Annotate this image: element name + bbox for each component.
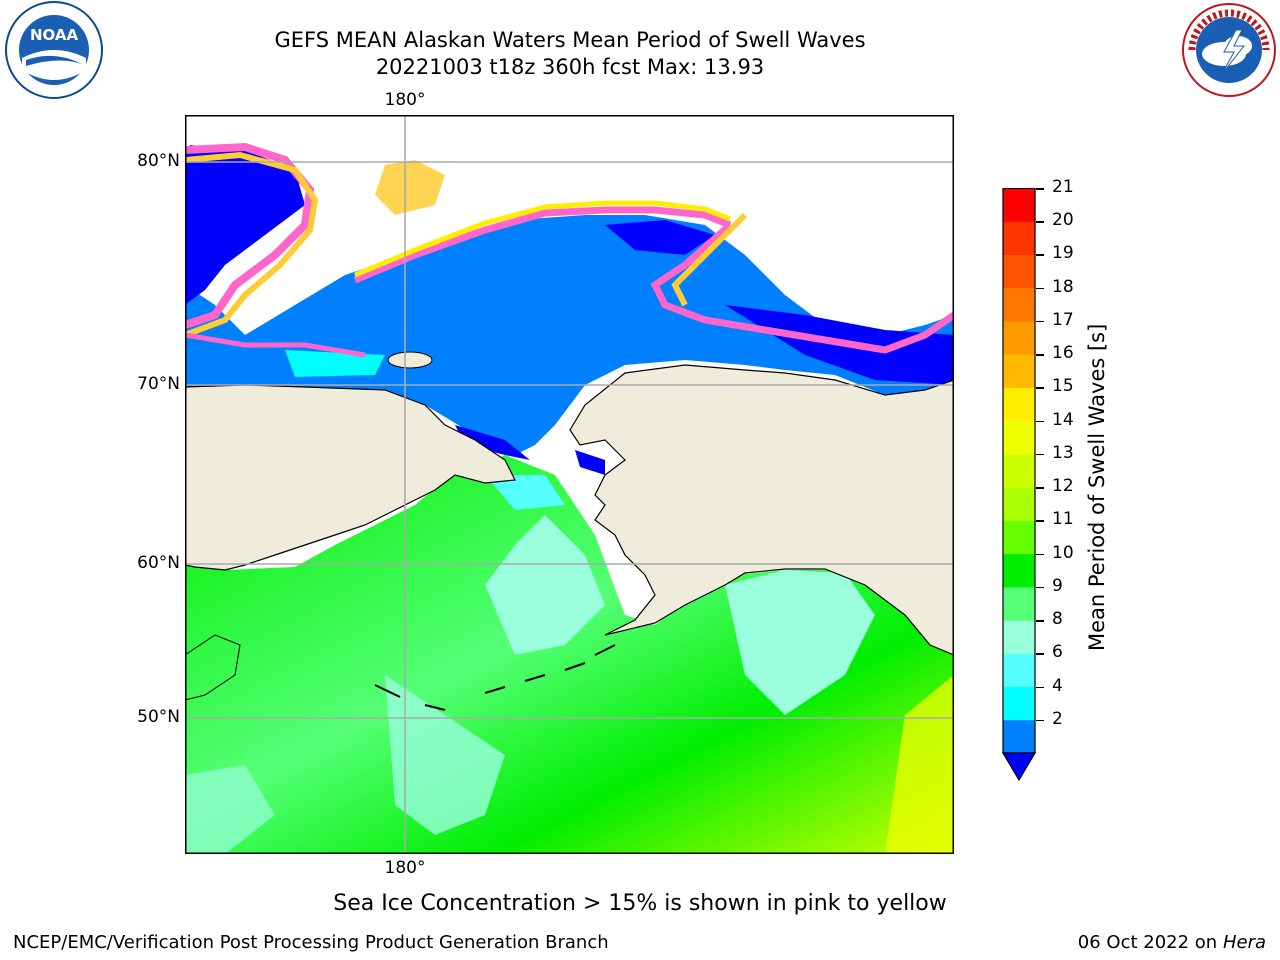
colorbar-tick-mark: [1036, 420, 1044, 423]
colorbar-tick-mark: [1036, 254, 1044, 256]
colorbar-tick-label: 9: [1052, 575, 1063, 596]
map-frame: [185, 115, 954, 854]
colorbar-tick-mark: [1036, 188, 1044, 190]
colorbar-extend-arrow: [1001, 752, 1037, 782]
lat-label-70n: 70°N: [137, 374, 180, 394]
lat-label-60n: 60°N: [137, 553, 180, 573]
map-title: GEFS MEAN Alaskan Waters Mean Period of …: [274, 28, 866, 52]
alaska-landmass: [569, 364, 955, 656]
colorbar-tick-mark: [1036, 487, 1044, 489]
colorbar-tick-label: 15: [1052, 376, 1074, 397]
colorbar-tick-mark: [1036, 320, 1044, 323]
footer-org: NCEP/EMC/Verification Post Processing Pr…: [13, 932, 609, 953]
nws-logo: [1178, 0, 1280, 102]
colorbar-tick-mark: [1036, 287, 1044, 290]
sea-ice-note: Sea Ice Concentration > 15% is shown in …: [333, 891, 947, 916]
colorbar-segment: [1003, 553, 1035, 588]
colorbar-tick-label: 13: [1052, 442, 1074, 463]
aleutian-islands: [374, 644, 616, 711]
lon-label-top: 180°: [384, 90, 426, 110]
lat-label-50n: 50°N: [137, 707, 180, 727]
colorbar-tick-mark: [1036, 520, 1044, 522]
graticule: [185, 115, 954, 854]
north-pacific-sea: [185, 455, 954, 854]
colorbar-segment: [1003, 387, 1035, 422]
colorbar-segment: [1003, 520, 1035, 555]
colorbar-tick-mark: [1036, 553, 1044, 556]
colorbar-tick-mark: [1036, 221, 1044, 223]
colorbar-tick-mark: [1036, 686, 1044, 689]
chukchi-beaufort-sea: [185, 215, 954, 455]
colorbar-tick-mark: [1036, 719, 1044, 722]
colorbar-tick-mark: [1036, 387, 1044, 389]
colorbar-tick-mark: [1036, 354, 1044, 356]
footer-date: 06 Oct 2022 on Hera: [1078, 932, 1266, 953]
colorbar-tick-label: 16: [1052, 343, 1074, 364]
colorbar-segment: [1003, 719, 1035, 754]
svg-text:NOAA: NOAA: [30, 26, 79, 44]
footer-host: Hera: [1222, 932, 1266, 953]
colorbar-segment: [1003, 188, 1035, 222]
noaa-logo: NOAA: [2, 0, 106, 104]
colorbar-tick-label: 18: [1052, 276, 1074, 297]
colorbar-segment: [1003, 287, 1035, 322]
colorbar-segment: [1003, 620, 1035, 654]
colorbar-tick-label: 12: [1052, 476, 1074, 497]
colorbar: [1001, 187, 1038, 783]
colorbar-segment: [1003, 254, 1035, 289]
colorbar-tick-mark: [1036, 453, 1044, 456]
footer-date-text: 06 Oct 2022 on: [1077, 932, 1223, 953]
colorbar-tick-label: 20: [1052, 210, 1074, 231]
colorbar-segment: [1003, 221, 1035, 255]
colorbar-segment: [1003, 320, 1035, 355]
colorbar-tick-label: 21: [1052, 177, 1074, 197]
colorbar-segment: [1003, 354, 1035, 388]
colorbar-frame: [1002, 187, 1036, 754]
map-canvas: [183, 115, 956, 854]
colorbar-tick-label: 8: [1052, 609, 1063, 630]
colorbar-tick-label: 17: [1052, 309, 1074, 330]
colorbar-segment: [1003, 653, 1035, 688]
lat-label-80n: 80°N: [137, 151, 180, 171]
gulf-swell-region: [725, 570, 875, 715]
colorbar-tick-label: 10: [1052, 542, 1074, 563]
swell-period-map: [183, 115, 956, 854]
colorbar-tick-label: 14: [1052, 409, 1074, 430]
colorbar-segment: [1003, 453, 1035, 488]
colorbar-tick-label: 2: [1052, 708, 1063, 729]
colorbar-title: Mean Period of Swell Waves [s]: [1085, 323, 1109, 651]
colorbar-tick-mark: [1036, 586, 1044, 589]
colorbar-segment: [1003, 487, 1035, 521]
colorbar-tick-label: 4: [1052, 675, 1063, 696]
lon-label-bottom: 180°: [384, 858, 426, 878]
bering-swell-region: [485, 515, 605, 655]
siberia-landmass: [184, 384, 516, 571]
colorbar-tick-label: 6: [1052, 642, 1063, 663]
colorbar-segment: [1003, 686, 1035, 721]
colorbar-tick-mark: [1036, 620, 1044, 622]
colorbar-tick-label: 11: [1052, 509, 1074, 530]
colorbar-segment: [1003, 586, 1035, 621]
map-subtitle: 20221003 t18z 360h fcst Max: 13.93: [375, 55, 765, 79]
colorbar-tick-label: 19: [1052, 243, 1074, 264]
colorbar-segment: [1003, 420, 1035, 455]
colorbar-tick-mark: [1036, 653, 1044, 655]
